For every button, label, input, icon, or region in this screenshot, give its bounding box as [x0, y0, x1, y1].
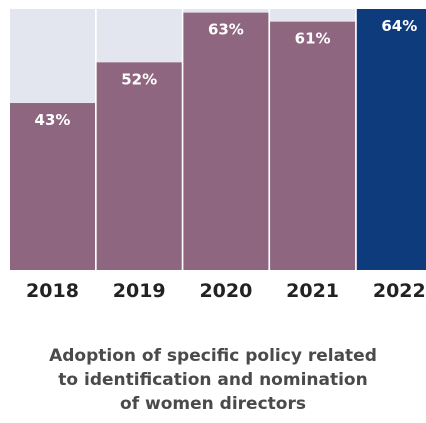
- bar-label-2020: 63%: [208, 21, 244, 39]
- chart-caption: Adoption of specific policy related to i…: [0, 344, 426, 416]
- bar-2021: [270, 21, 356, 271]
- bar-chart: 43% 52% 63% 61% 64% 2018 2019 2020 2021 2022: [10, 9, 426, 300]
- bars-layer: 43% 52% 63% 61% 64%: [10, 9, 426, 271]
- bar-label-2018: 43%: [35, 111, 71, 129]
- x-tick-2019: 2019: [113, 280, 166, 300]
- bar-label-2022: 64%: [381, 17, 417, 35]
- x-axis-ticks: 2018 2019 2020 2021 2022: [26, 280, 426, 300]
- x-tick-2018: 2018: [26, 280, 79, 300]
- bar-2020: [183, 12, 269, 270]
- bar-2022: [356, 9, 426, 270]
- caption-line-1: Adoption of specific policy related: [49, 346, 377, 366]
- bar-label-2021: 61%: [295, 30, 331, 48]
- x-tick-2020: 2020: [199, 280, 252, 300]
- x-tick-2022: 2022: [373, 280, 426, 300]
- caption-line-3: of women directors: [120, 394, 306, 414]
- bar-2019: [96, 62, 182, 270]
- x-tick-2021: 2021: [286, 280, 339, 300]
- caption-line-2: to identification and nomination: [58, 370, 368, 390]
- bar-2018: [10, 103, 95, 270]
- bar-label-2019: 52%: [121, 70, 157, 88]
